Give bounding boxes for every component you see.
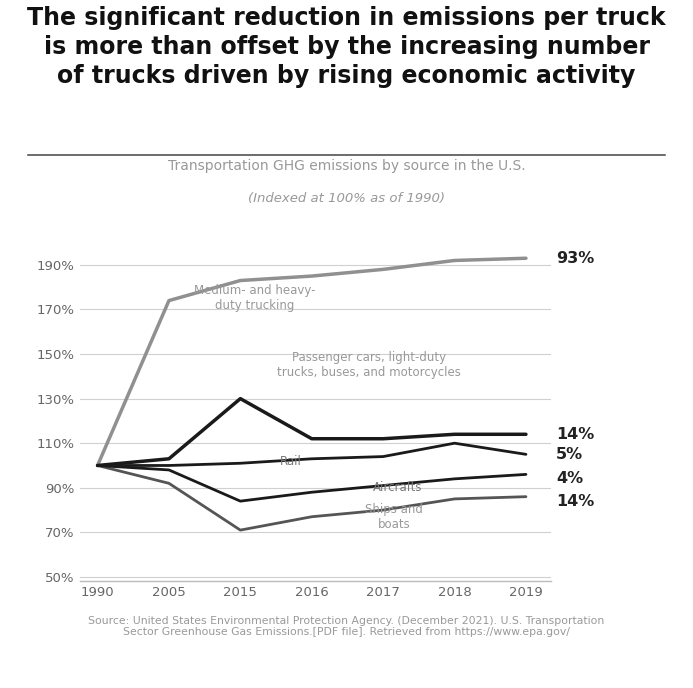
Text: Source: United States Environmental Protection Agency. (December 2021). U.S. Tra: Source: United States Environmental Prot… — [89, 616, 604, 637]
Text: 5%: 5% — [556, 447, 583, 462]
Text: 14%: 14% — [556, 427, 594, 442]
Text: Transportation GHG emissions by source in the U.S.: Transportation GHG emissions by source i… — [168, 159, 525, 173]
Text: 14%: 14% — [556, 493, 594, 508]
Text: The significant reduction in emissions per truck
is more than offset by the incr: The significant reduction in emissions p… — [27, 6, 666, 87]
Text: 93%: 93% — [556, 250, 594, 266]
Text: Ships and
boats: Ships and boats — [365, 503, 423, 530]
Text: (Indexed at 100% as of 1990): (Indexed at 100% as of 1990) — [248, 192, 445, 205]
Text: Rail: Rail — [279, 455, 301, 468]
Text: Passenger cars, light-duty
trucks, buses, and motorcycles: Passenger cars, light-duty trucks, buses… — [277, 351, 461, 379]
Text: Aircrafts: Aircrafts — [372, 482, 422, 494]
Text: Medium- and heavy-
duty trucking: Medium- and heavy- duty trucking — [194, 284, 315, 312]
Text: 4%: 4% — [556, 471, 583, 486]
